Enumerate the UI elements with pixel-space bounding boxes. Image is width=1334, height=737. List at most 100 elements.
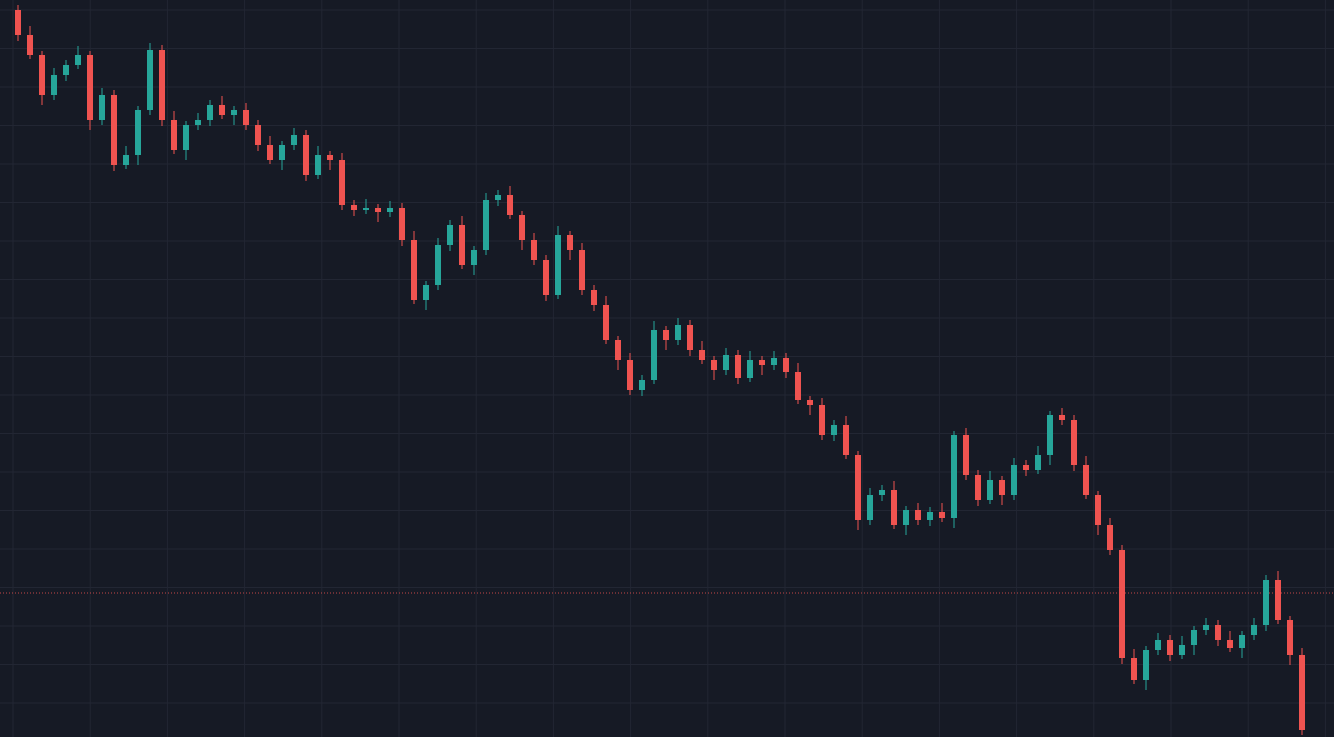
candle-body (243, 110, 249, 125)
candle-body (615, 340, 621, 360)
candle-body (795, 372, 801, 400)
candle-body (675, 325, 681, 340)
candle-body (411, 240, 417, 300)
candle-body (519, 215, 525, 240)
candle-body (99, 95, 105, 120)
candle-body (687, 325, 693, 350)
candle-body (87, 55, 93, 120)
candle-body (951, 435, 957, 518)
candle-body (1251, 625, 1257, 635)
candle-body (903, 510, 909, 525)
candle-body (231, 110, 237, 115)
candles (0, 5, 1334, 735)
candle-body (423, 285, 429, 300)
candle-body (711, 360, 717, 370)
candle-body (1071, 420, 1077, 465)
candle-body (999, 480, 1005, 495)
candle-body (987, 480, 993, 500)
candle-body (1095, 495, 1101, 525)
candle-body (807, 400, 813, 405)
candle-body (387, 208, 393, 212)
candle-body (1191, 630, 1197, 645)
candle-body (279, 145, 285, 160)
candle-body (1179, 645, 1185, 655)
candle-body (207, 105, 213, 120)
candle-body (831, 425, 837, 435)
candle-body (219, 105, 225, 115)
candle-body (63, 65, 69, 75)
candle-body (1131, 658, 1137, 680)
candle-body (327, 155, 333, 160)
candle-body (51, 75, 57, 95)
candle-body (1275, 580, 1281, 620)
candle-body (315, 155, 321, 175)
candle-body (183, 125, 189, 150)
candle-body (435, 245, 441, 285)
candle-body (1239, 635, 1245, 648)
candle-body (651, 330, 657, 380)
candle-body (483, 200, 489, 250)
candle-body (1107, 525, 1113, 550)
candle-body (399, 208, 405, 240)
candle-body (1167, 640, 1173, 655)
candle-body (915, 510, 921, 520)
candle-body (963, 435, 969, 475)
candle-body (375, 208, 381, 212)
candle-body (579, 250, 585, 290)
candle-body (27, 35, 33, 55)
candle-body (735, 355, 741, 378)
candle-body (939, 512, 945, 518)
candle-body (195, 120, 201, 125)
candle-body (879, 490, 885, 495)
candle-body (351, 205, 357, 210)
candle-body (591, 290, 597, 305)
candle-body (171, 120, 177, 150)
candle-body (603, 305, 609, 340)
candle-body (759, 360, 765, 365)
candle-body (639, 380, 645, 390)
candle-body (1143, 650, 1149, 680)
candle-body (843, 425, 849, 455)
candle-body (1059, 415, 1065, 420)
candle-body (363, 208, 369, 210)
candle-body (447, 225, 453, 245)
candle-body (867, 495, 873, 520)
candle-body (1263, 580, 1269, 625)
candle-body (771, 358, 777, 365)
candle-body (975, 475, 981, 500)
candle-body (1011, 465, 1017, 495)
candle-body (255, 125, 261, 145)
candle-body (159, 50, 165, 120)
candle-body (123, 155, 129, 165)
candle-body (567, 235, 573, 250)
candle-body (1215, 625, 1221, 640)
candle-body (1047, 415, 1053, 455)
candle-body (723, 355, 729, 370)
candle-body (291, 135, 297, 145)
candle-body (303, 135, 309, 175)
candle-body (459, 225, 465, 265)
candle-body (1023, 465, 1029, 470)
candle-body (267, 145, 273, 160)
candle-body (699, 350, 705, 360)
candle-body (1227, 640, 1233, 648)
candle-body (1299, 655, 1305, 730)
candle-body (495, 195, 501, 200)
candle-body (531, 240, 537, 260)
candle-body (1119, 550, 1125, 658)
candle-body (819, 405, 825, 435)
candle-body (627, 360, 633, 390)
candle-body (339, 160, 345, 205)
candle-body (855, 455, 861, 520)
candle-body (75, 55, 81, 65)
candle-body (15, 10, 21, 35)
candle-body (507, 195, 513, 215)
candle-body (1083, 465, 1089, 495)
candle-body (555, 235, 561, 295)
candle-body (891, 490, 897, 525)
candle-body (471, 250, 477, 265)
candle-body (39, 55, 45, 95)
